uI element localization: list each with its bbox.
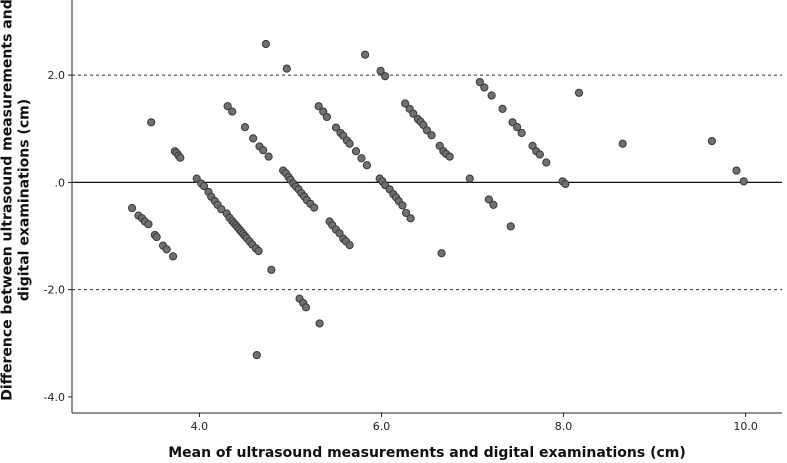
data-point [322, 112, 331, 122]
data-point [259, 146, 268, 155]
data-point [314, 102, 323, 111]
data-point [376, 66, 385, 75]
data-point [409, 109, 418, 118]
data-point [147, 118, 156, 127]
data-point [127, 204, 137, 213]
data-point [144, 220, 153, 229]
data-point [152, 232, 161, 242]
data-point [574, 88, 584, 97]
data-point [487, 91, 496, 100]
data-point [707, 136, 717, 146]
data-point [252, 350, 261, 360]
data-point [249, 134, 258, 143]
data-point [168, 252, 178, 261]
data-point [484, 195, 493, 204]
data-point [475, 77, 484, 87]
data-point [427, 131, 436, 140]
data-point [401, 99, 410, 108]
data-point [345, 241, 354, 250]
data-point [445, 152, 454, 161]
data-point [162, 245, 171, 254]
data-point [264, 152, 273, 161]
y-axis-ticks: -4.0 -2.0 .0 2.0 [44, 69, 72, 404]
data-point [361, 50, 370, 59]
y-tick-label: .0 [55, 176, 66, 189]
data-point [465, 174, 474, 183]
data-point [345, 139, 354, 148]
data-point [381, 72, 390, 81]
data-point [398, 201, 407, 210]
x-axis-title: Mean of ultrasound measurements and digi… [168, 445, 686, 461]
data-point [267, 265, 276, 274]
data-point [301, 303, 311, 312]
data-point [351, 147, 361, 156]
y-tick-label: -4.0 [44, 391, 65, 404]
data-point [357, 154, 366, 163]
reference-lines [72, 74, 782, 291]
data-point [282, 64, 291, 73]
data-point [362, 161, 372, 170]
data-point [228, 107, 237, 116]
y-tick-label: -2.0 [44, 284, 65, 297]
data-point [506, 222, 515, 231]
y-axis-title: Difference between ultrasound measuremen… [0, 0, 33, 401]
data-point [401, 208, 411, 218]
data-point [561, 179, 570, 189]
data-point [261, 39, 270, 49]
data-point [331, 123, 341, 132]
x-tick-label: 4.0 [191, 420, 209, 433]
data-point [542, 158, 551, 167]
data-point [223, 102, 232, 111]
x-tick-label: 10.0 [733, 420, 758, 433]
data-point [406, 214, 415, 223]
x-axis-ticks: 4.0 6.0 8.0 10.0 [191, 413, 758, 433]
data-point [489, 200, 498, 209]
data-point [217, 205, 226, 214]
data-point [618, 139, 627, 148]
data-point [498, 104, 507, 113]
x-tick-label: 8.0 [555, 420, 573, 433]
data-point [513, 123, 522, 132]
data-point [199, 182, 209, 191]
data-point [739, 177, 748, 186]
data-point [517, 128, 526, 138]
data-points [127, 39, 748, 360]
data-point [535, 150, 544, 159]
data-point [240, 123, 250, 132]
y-tick-label: 2.0 [48, 69, 66, 82]
data-point [176, 153, 185, 162]
data-point [310, 203, 319, 212]
data-point [437, 249, 446, 258]
data-point [480, 83, 489, 92]
x-tick-label: 6.0 [373, 420, 391, 433]
data-point [732, 166, 741, 175]
data-point [254, 246, 263, 256]
data-point [315, 319, 324, 328]
